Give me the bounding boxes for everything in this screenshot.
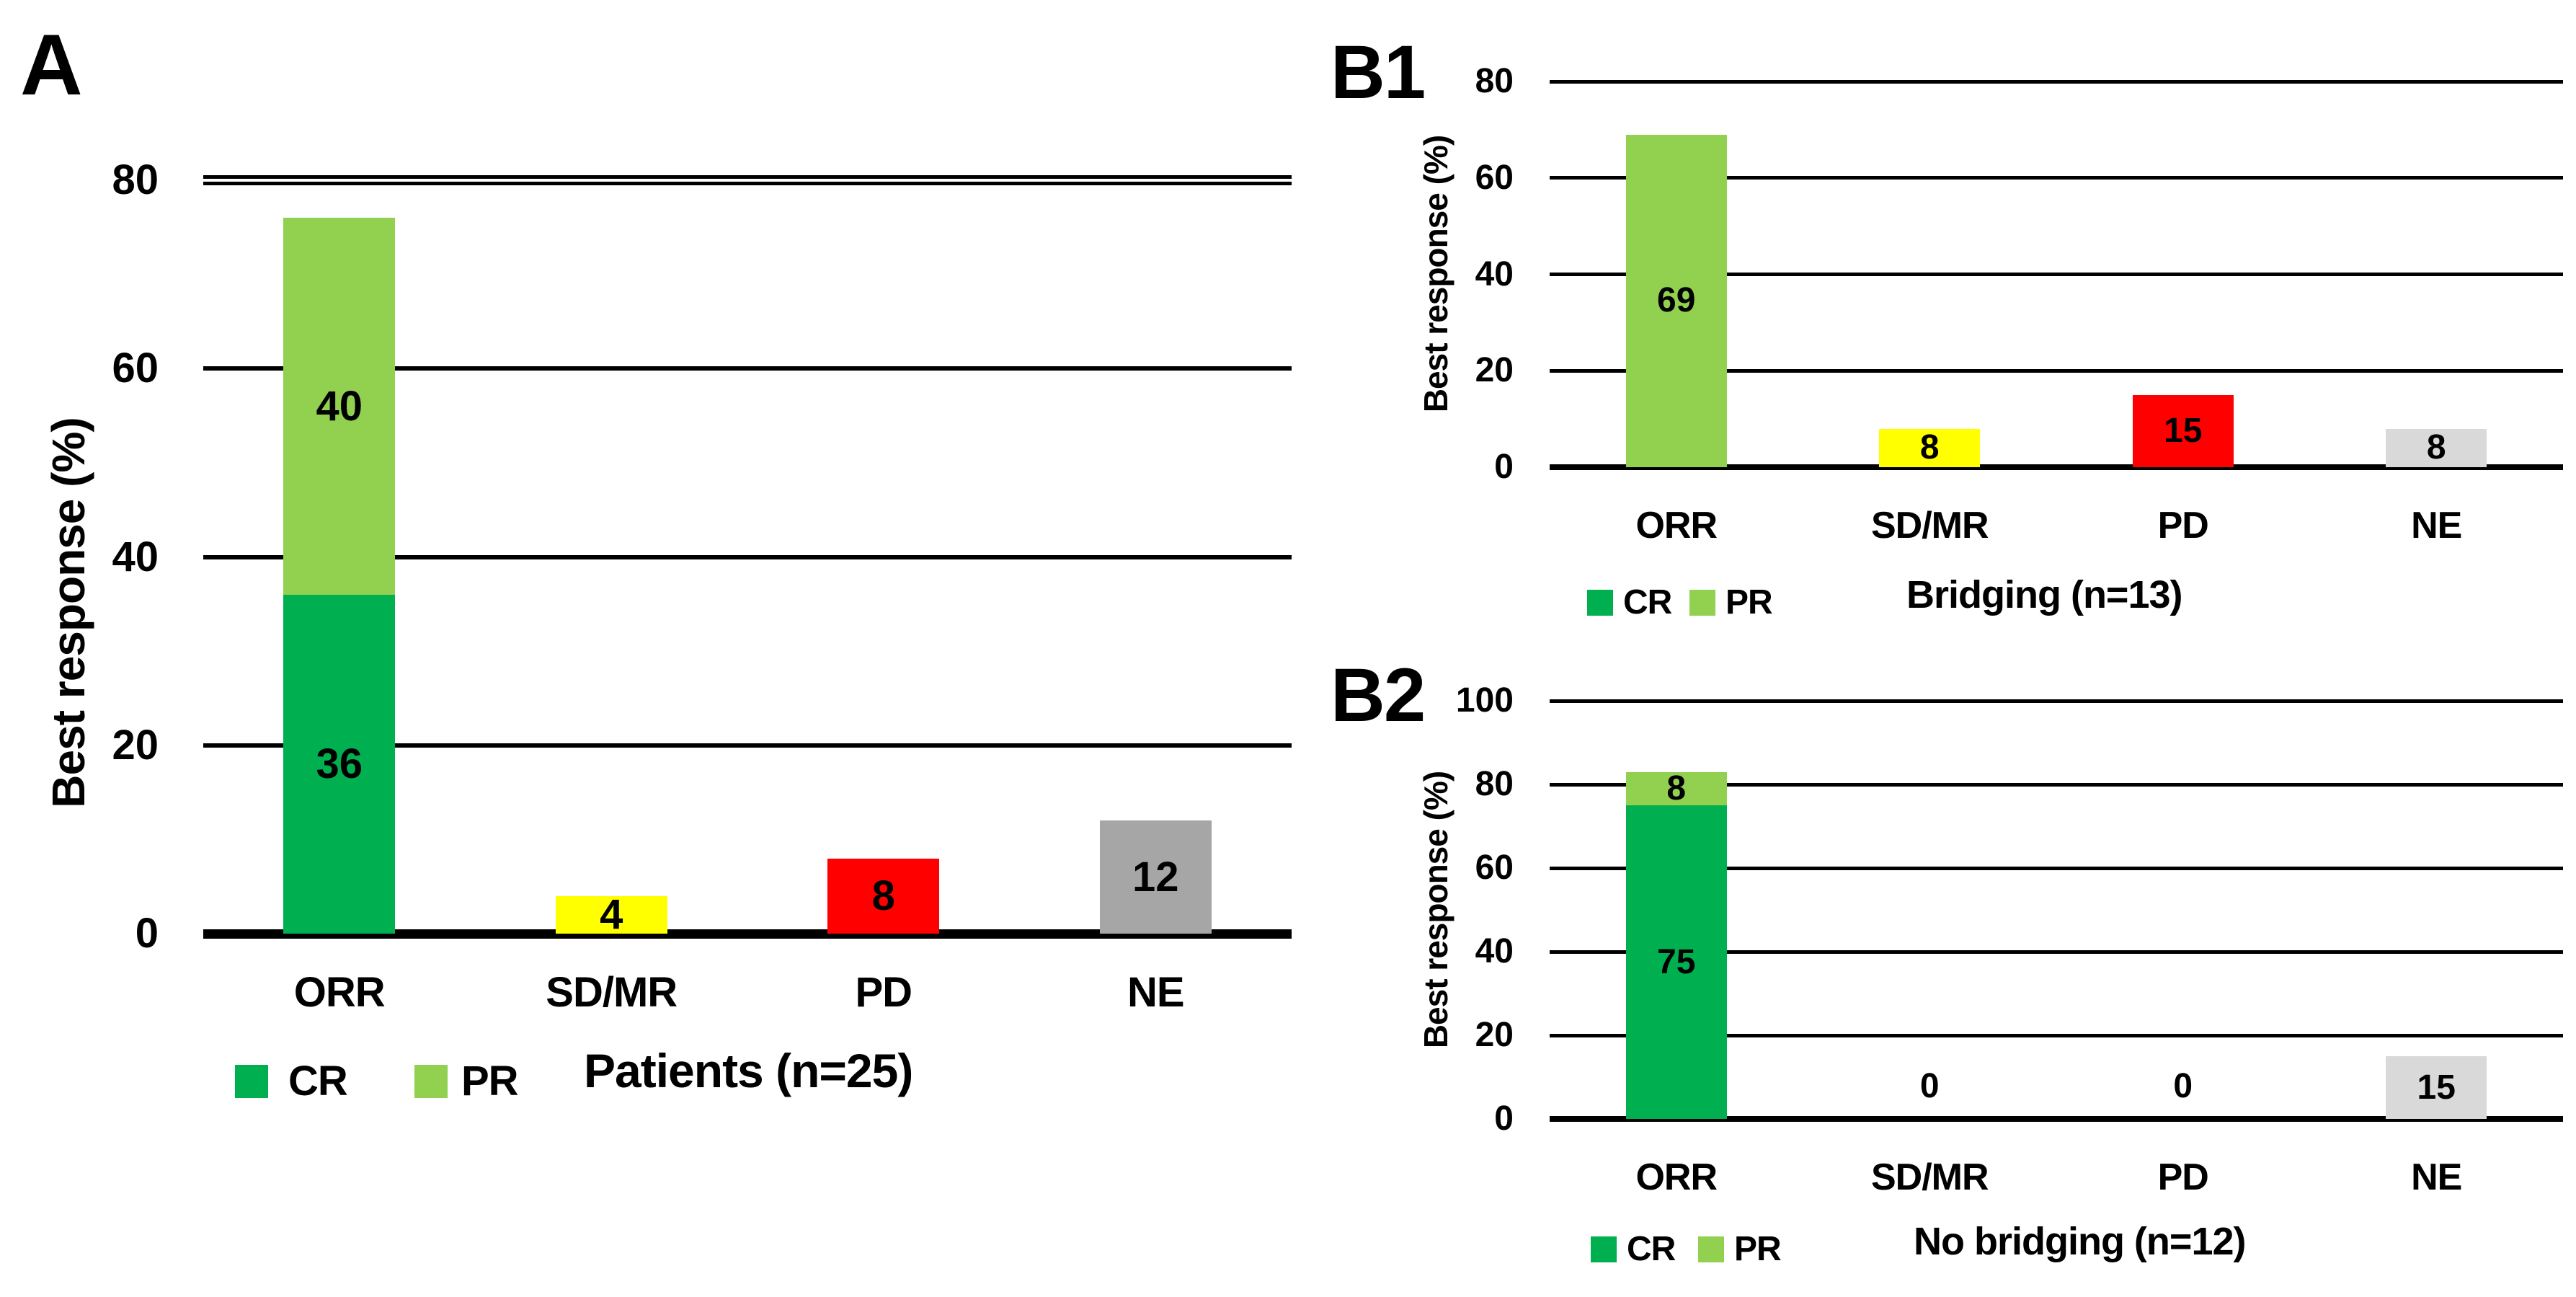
y-tick-label-a-60: 60 [112, 345, 159, 392]
gridline-b1-60 [1550, 176, 2563, 180]
legend-b2-pr-label: PR [1734, 1230, 1782, 1268]
caption-b1: Bridging (n=13) [1906, 573, 2183, 616]
bar-a-sd-mr-sd-mr-segment [555, 895, 667, 934]
y-tick-label-b2-80: 80 [1475, 765, 1514, 803]
bar-b2-orr-cr-segment [1625, 805, 1727, 1119]
y-tick-label-b1-40: 40 [1475, 254, 1514, 293]
caption-b2: No bridging (n=12) [1914, 1220, 2246, 1263]
y-tick-label-a-20: 20 [112, 721, 159, 769]
legend-b1-cr-swatch [1587, 590, 1613, 616]
gridline-a-40 [203, 555, 1292, 559]
x-category-label-b2-ne: NE [2411, 1156, 2462, 1198]
bar-b1-sd-mr-sd-mr-value-label: 8 [1919, 428, 1940, 467]
bar-b1-orr-pr-value-label: 69 [1657, 281, 1696, 320]
x-category-label-b2-sd-mr: SD/MR [1870, 1156, 1989, 1198]
gridline-b2-20 [1550, 1034, 2563, 1037]
bar-b2-sd-mr-sd-mr-value-label: 0 [1919, 1067, 1940, 1105]
gridline-b2-80 [1550, 783, 2563, 787]
legend-b1-pr-swatch [1689, 590, 1715, 616]
bar-b2-ne-ne-value-label: 15 [2417, 1068, 2456, 1107]
caption-a: Patients (n=25) [584, 1044, 913, 1097]
bar-a-ne-ne-value-label: 12 [1132, 853, 1179, 900]
gridline-b2-40 [1550, 950, 2563, 954]
x-category-label-b1-orr: ORR [1635, 505, 1718, 546]
y-tick-label-b2-60: 60 [1475, 849, 1514, 887]
legend-b2-cr-label: CR [1627, 1230, 1676, 1268]
y-axis-title-b1: Best response (%) [1417, 135, 1454, 413]
gridline-b1-40 [1550, 273, 2563, 276]
legend-a-cr-label: CR [288, 1058, 348, 1105]
panel-label-b2: B2 [1331, 653, 1426, 738]
y-axis-title-a: Best response (%) [43, 417, 94, 808]
bar-a-orr-cr-segment [283, 594, 396, 934]
gridline-b2-100 [1550, 699, 2563, 703]
x-axis-line-b1 [1550, 464, 2563, 470]
x-category-label-b2-pd: PD [2157, 1156, 2209, 1198]
legend-b2-cr-swatch [1591, 1236, 1617, 1262]
legend-b1-cr-label: CR [1623, 583, 1672, 621]
bar-b1-ne-ne-segment [2386, 428, 2487, 467]
gridline-b1-80 [1550, 80, 2563, 84]
y-tick-label-b2-40: 40 [1475, 932, 1514, 970]
bar-b2-orr-cr-value-label: 75 [1657, 942, 1696, 981]
bar-b2-orr-pr-segment [1625, 771, 1727, 805]
y-tick-label-a-0: 0 [135, 910, 159, 957]
x-category-label-b1-sd-mr: SD/MR [1870, 505, 1989, 546]
gridline-a-60 [203, 366, 1292, 371]
x-category-label-b2-orr: ORR [1635, 1156, 1718, 1198]
y-tick-label-b2-100: 100 [1455, 681, 1514, 720]
y-tick-label-b2-0: 0 [1494, 1099, 1514, 1138]
legend-a-cr-swatch [235, 1065, 268, 1098]
x-category-label-b1-ne: NE [2411, 505, 2462, 546]
panel-label-a: A [20, 17, 83, 113]
y-tick-label-b1-0: 0 [1494, 448, 1514, 486]
bar-b1-orr-pr-segment [1625, 134, 1727, 467]
y-tick-label-b1-20: 20 [1475, 351, 1514, 390]
panel-label-b1: B1 [1331, 30, 1426, 115]
x-category-label-a-sd-mr: SD/MR [546, 969, 678, 1016]
bar-b2-pd-pd-value-label: 0 [2173, 1067, 2193, 1105]
legend-b2-pr-swatch [1698, 1236, 1724, 1262]
axis-break-line-a [203, 175, 1292, 185]
x-axis-line-a [203, 929, 1292, 939]
bar-a-pd-pd-value-label: 8 [871, 872, 895, 919]
bar-a-pd-pd-segment [827, 858, 940, 934]
bar-b1-ne-ne-value-label: 8 [2426, 428, 2446, 467]
bar-b1-pd-pd-segment [2132, 394, 2234, 467]
x-category-label-b1-pd: PD [2157, 505, 2209, 546]
bar-b2-ne-ne-segment [2386, 1056, 2487, 1119]
legend-b1-pr-label: PR [1726, 583, 1773, 621]
y-tick-label-b2-20: 20 [1475, 1016, 1514, 1054]
y-tick-label-b1-60: 60 [1475, 158, 1514, 197]
y-tick-label-b1-80: 80 [1475, 62, 1514, 100]
bar-a-orr-pr-segment [283, 218, 396, 595]
gridline-a-20 [203, 743, 1292, 748]
x-category-label-a-pd: PD [855, 969, 912, 1016]
x-category-label-a-ne: NE [1127, 969, 1185, 1016]
bar-b1-sd-mr-sd-mr-segment [1879, 428, 1981, 467]
gridline-b1-20 [1550, 369, 2563, 373]
x-axis-line-b2 [1550, 1116, 2563, 1122]
x-category-label-a-orr: ORR [293, 969, 386, 1016]
legend-a-pr-swatch [414, 1065, 448, 1098]
bar-a-ne-ne-segment [1099, 820, 1212, 934]
bar-a-sd-mr-sd-mr-value-label: 4 [600, 890, 623, 938]
y-tick-label-a-80: 80 [112, 156, 159, 203]
y-axis-title-b2: Best response (%) [1417, 771, 1454, 1049]
bar-a-orr-pr-value-label: 40 [316, 382, 363, 430]
bar-a-orr-cr-value-label: 36 [316, 740, 363, 787]
bar-b2-orr-pr-value-label: 8 [1666, 769, 1687, 807]
y-tick-label-a-40: 40 [112, 533, 159, 580]
legend-a-pr-label: PR [461, 1058, 519, 1105]
gridline-b2-60 [1550, 867, 2563, 870]
bar-b1-pd-pd-value-label: 15 [2164, 411, 2203, 450]
